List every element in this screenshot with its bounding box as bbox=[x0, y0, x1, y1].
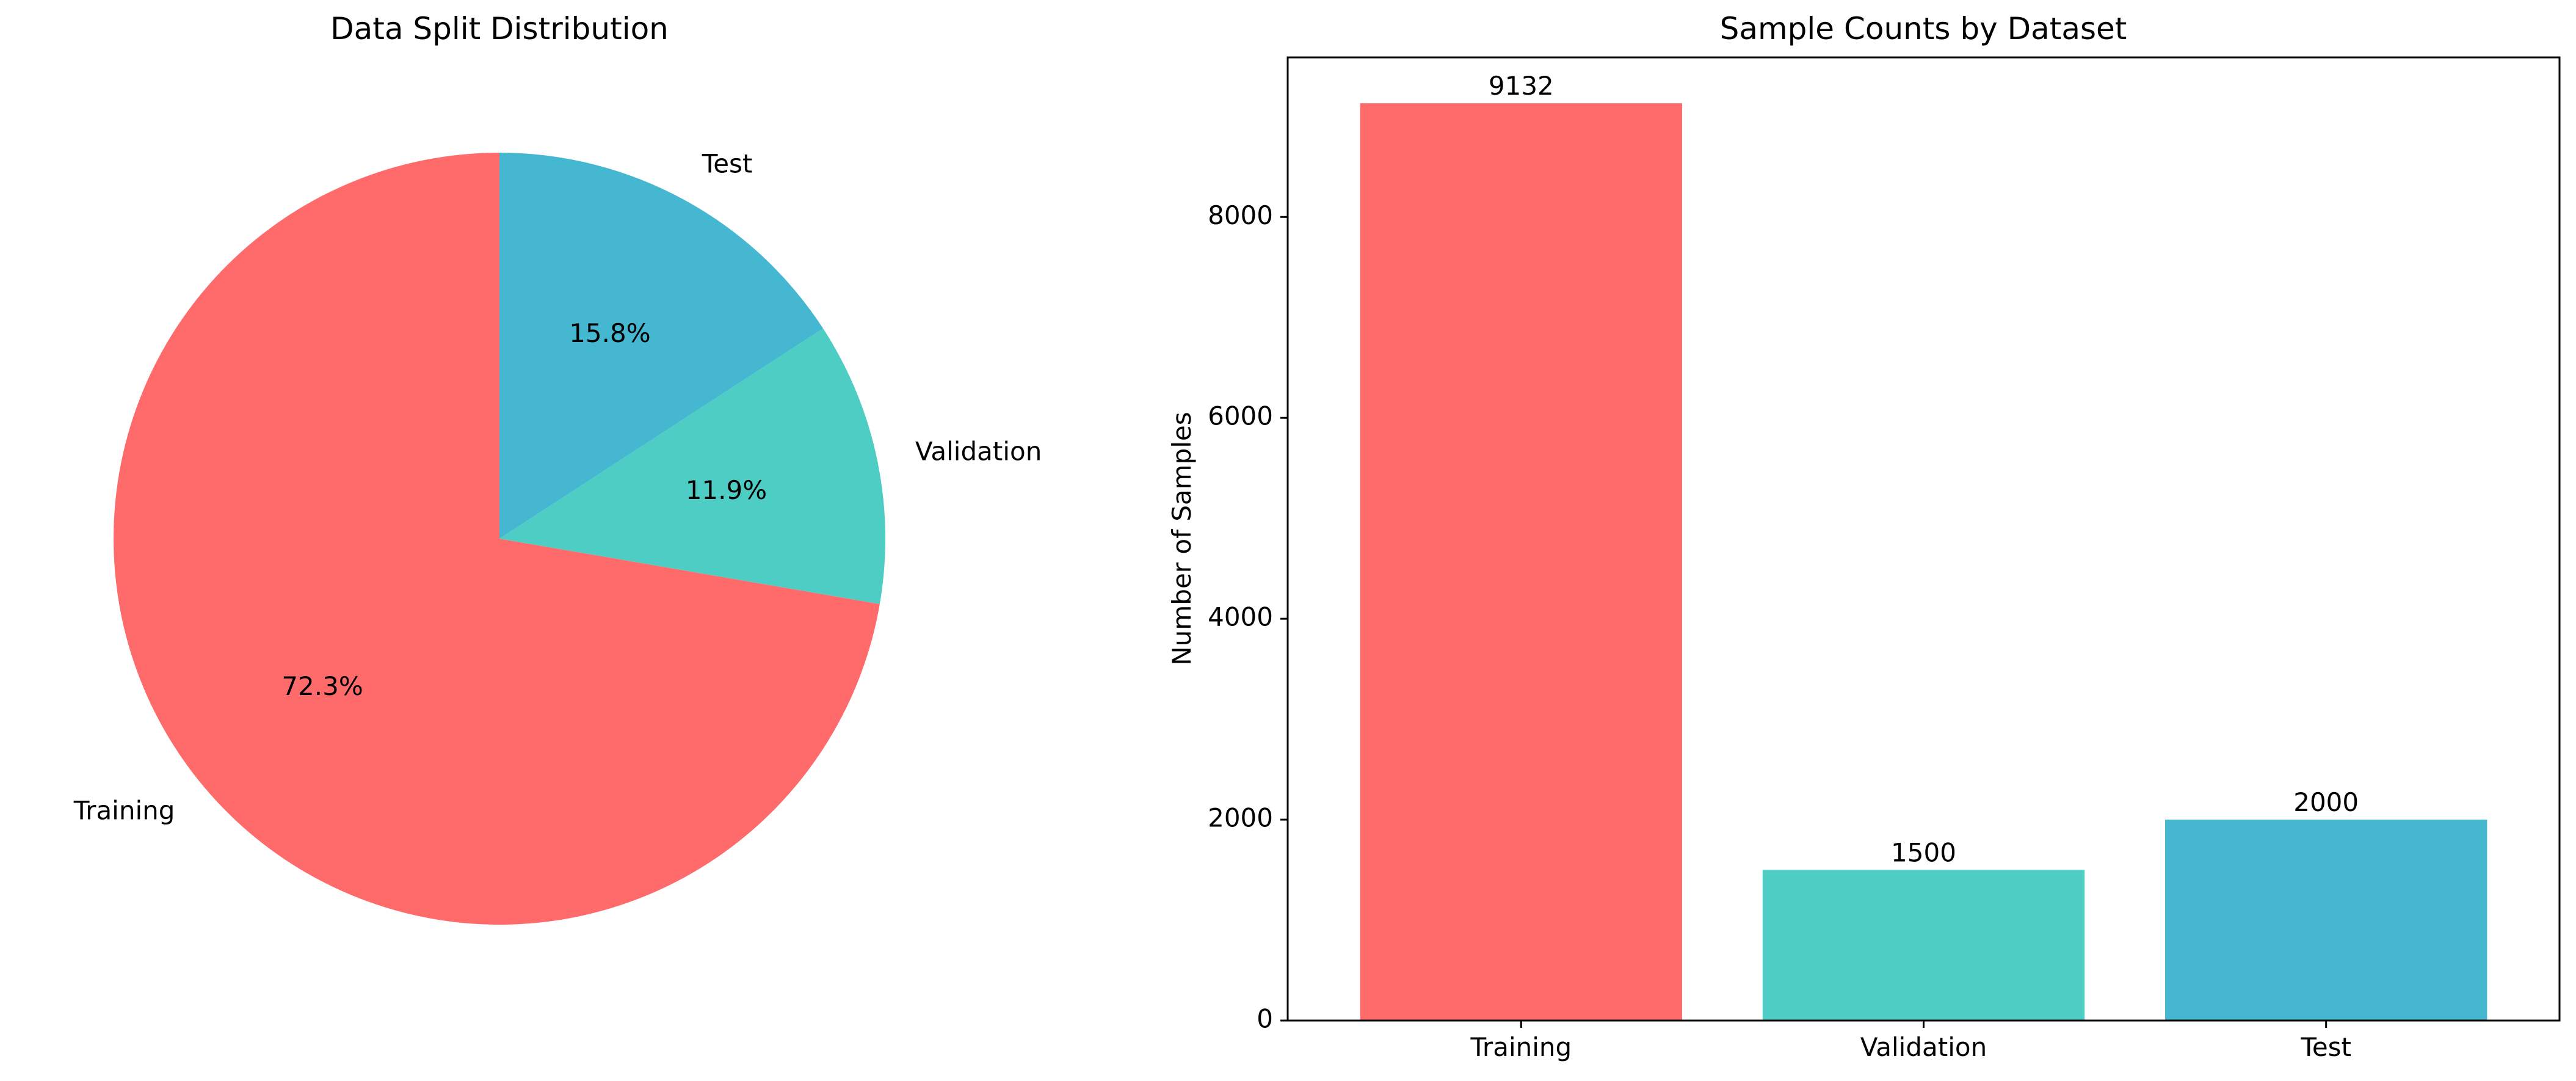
x-axis: Training Validation Test bbox=[1470, 1021, 2351, 1062]
bar-title: Sample Counts by Dataset bbox=[1720, 11, 2127, 46]
bar-value-label-training: 9132 bbox=[1489, 71, 1554, 101]
bar-validation bbox=[1762, 870, 2085, 1021]
x-tick-label-validation: Validation bbox=[1860, 1032, 1987, 1062]
bar-chart: Sample Counts by Dataset 9132 1500 2000 0 2… bbox=[1167, 11, 2561, 1062]
pie-slice-training bbox=[114, 153, 880, 925]
bar-test bbox=[2165, 820, 2487, 1021]
bar-value-label-test: 2000 bbox=[2293, 787, 2359, 817]
pie-title: Data Split Distribution bbox=[330, 11, 669, 46]
y-tick-label-6000: 6000 bbox=[1208, 401, 1273, 431]
y-tick-label-8000: 8000 bbox=[1208, 200, 1273, 230]
pie-chart: Data Split Distribution Training 72.3% Val… bbox=[73, 11, 1042, 925]
y-tick-label-0: 0 bbox=[1257, 1004, 1273, 1034]
pie-percent-validation: 11.9% bbox=[686, 475, 767, 505]
pie-label-validation: Validation bbox=[915, 436, 1042, 466]
pie-slices bbox=[114, 153, 886, 925]
y-axis: 0 2000 4000 6000 8000 bbox=[1208, 200, 1288, 1034]
pie-slice-test bbox=[499, 153, 824, 539]
pie-labels: Training 72.3% Validation 11.9% Test 15.8% bbox=[73, 149, 1042, 826]
pie-label-test: Test bbox=[702, 149, 753, 179]
y-tick-label-4000: 4000 bbox=[1208, 602, 1273, 632]
bar-value-labels: 9132 1500 2000 bbox=[1489, 71, 2359, 867]
y-tick-label-2000: 2000 bbox=[1208, 803, 1273, 833]
pie-percent-training: 72.3% bbox=[281, 671, 363, 701]
pie-percent-test: 15.8% bbox=[569, 318, 650, 348]
pie-slice-validation bbox=[499, 328, 886, 604]
bars bbox=[1360, 103, 2487, 1021]
x-tick-label-test: Test bbox=[2300, 1032, 2351, 1062]
y-axis-label: Number of Samples bbox=[1167, 412, 1197, 665]
plot-frame bbox=[1286, 56, 2561, 1022]
x-tick-label-training: Training bbox=[1470, 1032, 1572, 1062]
bar-value-label-validation: 1500 bbox=[1891, 837, 1956, 867]
pie-label-training: Training bbox=[73, 796, 175, 826]
bar-training bbox=[1360, 103, 1682, 1021]
